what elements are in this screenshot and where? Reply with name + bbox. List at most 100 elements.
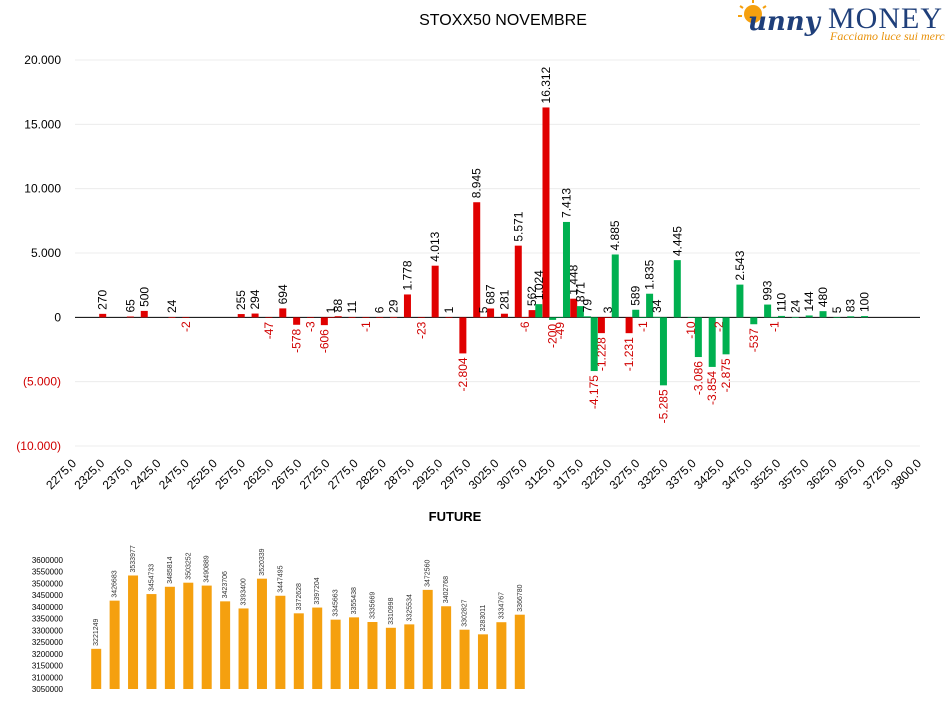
future-title: FUTURE <box>428 509 482 524</box>
bar-data-label: 8.945 <box>470 168 484 198</box>
bar-data-label: 3 <box>601 306 615 313</box>
future-bar-label: 3533977 <box>130 545 137 572</box>
bar-data-label: 88 <box>331 299 345 313</box>
bar-data-label: -2 <box>712 321 726 332</box>
oi-bar <box>265 317 273 318</box>
future-bar <box>312 607 323 689</box>
oi-bar <box>764 304 772 318</box>
future-bar <box>293 613 304 689</box>
x-tick-label: 2525,0 <box>184 456 220 492</box>
future-y-tick-label: 3600000 <box>32 556 64 565</box>
bar-data-label: 281 <box>497 289 511 309</box>
future-y-tick-label: 3100000 <box>32 673 64 682</box>
future-bar-label: 3355438 <box>351 587 358 614</box>
future-bar <box>441 606 452 689</box>
future-bar-label: 3372628 <box>296 583 303 610</box>
oi-bar <box>736 284 744 318</box>
x-tick-label: 2575,0 <box>212 456 248 492</box>
x-tick-label: 3375,0 <box>663 456 699 492</box>
oi-bar <box>625 317 633 334</box>
future-bar-label: 3426683 <box>112 570 119 597</box>
oi-bar <box>320 317 328 326</box>
future-bar <box>477 634 488 689</box>
oi-bar <box>417 317 425 318</box>
oi-bar <box>459 317 467 354</box>
x-tick-label: 3625,0 <box>804 456 840 492</box>
bar-data-label: 5 <box>830 306 844 313</box>
future-bar-label: 3302827 <box>462 599 469 626</box>
x-tick-label: 2475,0 <box>156 456 192 492</box>
oi-bar <box>777 315 785 318</box>
future-bar <box>109 600 120 689</box>
oi-bar <box>279 308 287 318</box>
y-tick-label: 15.000 <box>24 117 61 131</box>
oi-bar <box>306 317 314 318</box>
x-tick-label: 3325,0 <box>635 456 671 492</box>
future-bar-label: 3402768 <box>443 576 450 603</box>
future-bar-label: 3345663 <box>333 589 340 616</box>
y-tick-label: 5.000 <box>31 246 61 260</box>
oi-bar <box>376 317 384 318</box>
bar-data-label: 110 <box>774 292 788 311</box>
oi-bar <box>653 316 661 318</box>
future-bar <box>349 617 360 689</box>
bar-data-label: -49 <box>553 322 567 340</box>
oi-bar <box>182 317 190 318</box>
chart-title: STOXX50 NOVEMBRE <box>419 12 587 29</box>
oi-bar <box>659 317 667 386</box>
future-y-tick-label: 3250000 <box>32 638 64 647</box>
oi-bar <box>646 293 654 318</box>
future-bar-label: 3472560 <box>425 560 432 587</box>
oi-bar <box>639 317 647 318</box>
oi-bar <box>770 317 778 318</box>
oi-bar <box>833 317 841 318</box>
bar-data-label: -10 <box>684 321 698 339</box>
future-bar <box>146 594 157 689</box>
future-bar-label: 3423706 <box>222 571 229 598</box>
oi-bar <box>708 317 716 367</box>
future-bar-label: 3490889 <box>204 555 211 582</box>
bar-data-label: 1 <box>442 306 456 313</box>
future-bar <box>496 622 507 689</box>
x-tick-label: 2825,0 <box>353 456 389 492</box>
oi-bar <box>390 316 398 318</box>
oi-bar <box>528 310 536 318</box>
bar-data-label: 144 <box>802 291 816 311</box>
bar-data-label: 871 <box>573 282 587 302</box>
oi-bar <box>327 317 335 318</box>
x-tick-label: 2625,0 <box>240 456 276 492</box>
bar-data-label: -3.086 <box>691 361 705 395</box>
future-bar <box>238 608 249 689</box>
oi-bar <box>611 254 619 318</box>
y-tick-label: 20.000 <box>24 53 61 67</box>
bar-data-label: 589 <box>629 285 643 305</box>
bar-data-label: 1 <box>324 306 338 313</box>
bar-data-label: 270 <box>96 290 110 310</box>
bar-data-label: -47 <box>262 322 276 340</box>
svg-text:Facciamo luce sui mercati: Facciamo luce sui mercati <box>829 29 945 43</box>
y-tick-label: (10.000) <box>16 439 61 453</box>
oi-bar <box>694 317 702 358</box>
sunny-money-logo: unny MONEY Facciamo luce sui mercati <box>736 0 945 44</box>
bar-data-label: -578 <box>290 328 304 352</box>
oi-bar <box>750 317 758 325</box>
x-tick-label: 3075,0 <box>494 456 530 492</box>
future-bar <box>385 627 396 689</box>
y-tick-label: 0 <box>54 310 61 324</box>
bar-data-label: 4.013 <box>428 231 442 261</box>
future-bar-label: 3520339 <box>259 548 266 575</box>
x-tick-label: 3475,0 <box>719 456 755 492</box>
future-bar <box>91 648 102 689</box>
bar-data-label: 1.778 <box>400 260 414 290</box>
bar-data-label: -1 <box>767 321 781 332</box>
bar-data-label: 11 <box>345 300 359 313</box>
bar-data-label: 5 <box>476 306 490 313</box>
bar-data-label: 2.543 <box>733 250 747 280</box>
oi-bar <box>334 316 342 318</box>
future-bar-label: 3393400 <box>241 578 248 605</box>
x-tick-label: 2725,0 <box>297 456 333 492</box>
future-y-tick-label: 3200000 <box>32 650 64 659</box>
bar-data-label: -1.231 <box>622 337 636 371</box>
bar-data-label: 7.413 <box>559 188 573 218</box>
